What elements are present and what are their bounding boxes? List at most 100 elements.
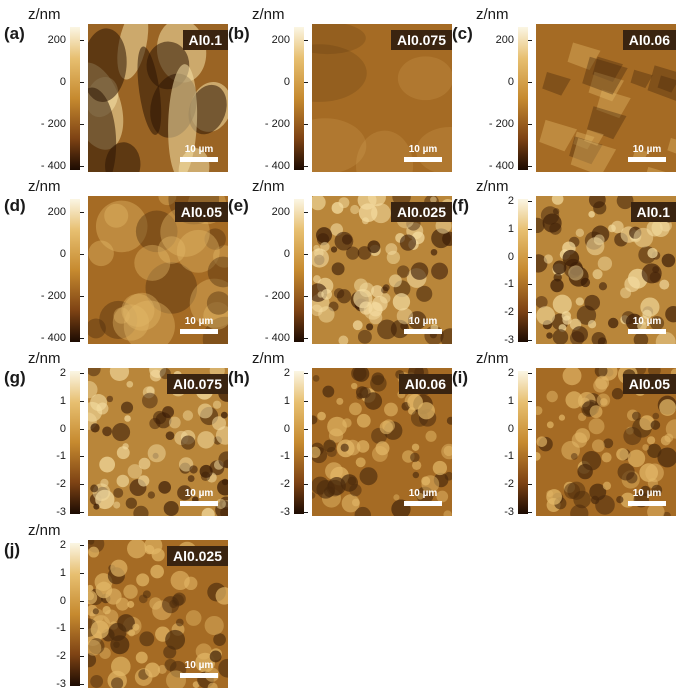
colorbar: [70, 27, 80, 170]
colorbar-tick-label: -1: [56, 622, 66, 635]
colorbar-tick-label: 1: [507, 222, 514, 235]
colorbar-unit: z/nm: [476, 178, 509, 195]
colorbar-tick: [80, 165, 84, 167]
colorbar-tick: [304, 253, 308, 255]
colorbar-tick-label: 200: [271, 205, 290, 218]
panel-label: (c): [452, 24, 473, 43]
colorbar-unit: z/nm: [28, 522, 61, 539]
colorbar-tick: [304, 123, 308, 125]
afm-image: Al0.05 10 µm: [88, 196, 228, 344]
scale-bar-label: 10 µm: [184, 144, 214, 155]
afm-panel: (a) z/nm 200 0 - 200 - 400 Al0.1 10 µm: [4, 6, 228, 174]
colorbar-unit: z/nm: [252, 178, 285, 195]
colorbar-tick: [80, 545, 84, 546]
scale-bar-label: 10 µm: [408, 144, 438, 155]
scale-bar-label: 10 µm: [632, 316, 662, 327]
colorbar-tick: [80, 684, 84, 685]
colorbar-tick: [80, 628, 84, 630]
colorbar-tick: [80, 39, 84, 41]
scale-bar-line: [180, 673, 218, 678]
afm-height-map: [88, 196, 228, 344]
colorbar-tick: [80, 572, 84, 574]
colorbar-tick: [304, 165, 308, 167]
colorbar-tick: [304, 81, 308, 83]
scale-bar: 10 µm: [404, 316, 442, 334]
colorbar-unit: z/nm: [252, 350, 285, 367]
scale-bar: 10 µm: [628, 144, 666, 162]
afm-image: Al0.075 10 µm: [312, 24, 452, 172]
colorbar-tick-label: -2: [280, 478, 290, 491]
colorbar-tick: [80, 373, 84, 374]
colorbar: [294, 371, 304, 514]
colorbar-tick-label: 200: [47, 205, 66, 218]
colorbar-tick-label: -3: [504, 334, 514, 346]
colorbar-tick: [80, 456, 84, 458]
colorbar-tick-label: - 400: [264, 159, 290, 172]
colorbar: [518, 199, 528, 342]
colorbar-tick-label: - 200: [264, 289, 290, 302]
sample-name: Al0.1: [630, 202, 676, 222]
colorbar-tick: [528, 165, 532, 167]
colorbar-tick-label: 200: [495, 33, 514, 46]
colorbar-tick-label: 2: [507, 367, 514, 379]
colorbar-tick-label: -3: [56, 678, 66, 690]
colorbar-unit: z/nm: [28, 350, 61, 367]
scale-bar-label: 10 µm: [632, 488, 662, 499]
colorbar-tick: [528, 340, 532, 341]
colorbar-tick-label: -2: [504, 306, 514, 319]
colorbar-tick: [80, 81, 84, 83]
colorbar-tick: [80, 400, 84, 402]
colorbar-tick: [80, 512, 84, 513]
colorbar-tick: [528, 39, 532, 41]
sample-name: Al0.025: [166, 546, 228, 566]
scale-bar-line: [404, 157, 442, 162]
scale-bar-line: [404, 501, 442, 506]
colorbar-tick-label: 0: [59, 594, 66, 607]
colorbar: [70, 371, 80, 514]
colorbar: [294, 27, 304, 170]
colorbar-tick-label: -2: [504, 478, 514, 491]
colorbar-tick-label: 1: [59, 394, 66, 407]
colorbar-tick: [304, 428, 308, 430]
afm-panel: (h) z/nm 2 1 0 -1 -2 -3 Al0.06 10 µm: [228, 350, 452, 518]
afm-panel: (f) z/nm 2 1 0 -1 -2 -3 Al0.1 10 µm: [452, 178, 676, 346]
colorbar-tick: [528, 428, 532, 430]
panel-label: (e): [228, 196, 249, 215]
panel-label: (j): [4, 540, 21, 559]
colorbar-tick: [80, 295, 84, 297]
colorbar-tick-label: -2: [56, 650, 66, 663]
afm-image: Al0.1 10 µm: [536, 196, 676, 344]
scale-bar-label: 10 µm: [184, 660, 214, 671]
afm-image: Al0.025 10 µm: [312, 196, 452, 344]
colorbar-unit: z/nm: [28, 6, 61, 23]
colorbar-tick: [304, 512, 308, 513]
scale-bar: 10 µm: [180, 316, 218, 334]
colorbar-tick: [528, 284, 532, 286]
colorbar-tick: [304, 484, 308, 486]
scale-bar-label: 10 µm: [632, 144, 662, 155]
sample-name: Al0.075: [390, 30, 452, 50]
colorbar-tick-label: -1: [504, 278, 514, 291]
scale-bar: 10 µm: [628, 488, 666, 506]
colorbar-tick: [80, 656, 84, 658]
scale-bar: 10 µm: [180, 660, 218, 678]
colorbar-tick-label: 2: [507, 195, 514, 207]
colorbar-unit: z/nm: [476, 6, 509, 23]
colorbar-tick: [528, 312, 532, 314]
colorbar-tick: [528, 256, 532, 258]
colorbar-tick: [304, 400, 308, 402]
afm-height-map: [312, 24, 452, 172]
colorbar-tick-label: 0: [507, 75, 514, 88]
afm-height-map: [536, 196, 676, 344]
afm-image: Al0.06 10 µm: [536, 24, 676, 172]
colorbar-tick: [528, 456, 532, 458]
scale-bar-label: 10 µm: [184, 316, 214, 327]
colorbar: [294, 199, 304, 342]
colorbar-tick: [528, 400, 532, 402]
colorbar-tick-label: - 200: [40, 117, 66, 130]
scale-bar-label: 10 µm: [408, 488, 438, 499]
afm-panel: (e) z/nm 200 0 - 200 - 400 Al0.025 10 µm: [228, 178, 452, 346]
scale-bar-line: [628, 157, 666, 162]
scale-bar-label: 10 µm: [408, 316, 438, 327]
colorbar-tick-label: 0: [507, 422, 514, 435]
